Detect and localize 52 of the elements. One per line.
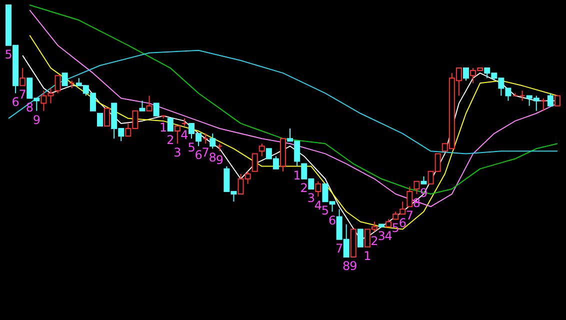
text: 4 xyxy=(384,228,392,243)
text: 3 xyxy=(174,146,182,160)
candlestick xyxy=(315,180,322,198)
candlestick xyxy=(554,95,560,106)
candlestick xyxy=(547,92,554,106)
text: 2 xyxy=(370,234,378,248)
candlestick xyxy=(62,72,68,86)
text: 4 xyxy=(180,128,188,142)
text: 6 xyxy=(194,148,202,162)
candlestick xyxy=(97,112,104,126)
candlestick xyxy=(54,75,61,94)
text: 7 xyxy=(18,88,26,102)
candlestick xyxy=(20,68,26,86)
text: 1 xyxy=(364,248,372,263)
text: 7 xyxy=(202,146,210,160)
text: 9 xyxy=(216,153,224,168)
text: 6 xyxy=(12,95,20,110)
text: 5 xyxy=(4,47,12,62)
candlestick xyxy=(357,228,364,248)
text: 9 xyxy=(350,259,358,274)
candlestick xyxy=(210,133,216,150)
text: 2 xyxy=(166,133,174,148)
text: 7 xyxy=(335,241,344,256)
candlestick xyxy=(252,153,258,172)
candlestick xyxy=(462,68,469,82)
text: 6 xyxy=(328,214,336,228)
text: 5 xyxy=(188,140,196,155)
text: 9 xyxy=(32,112,40,127)
candlestick xyxy=(519,90,526,102)
text: 7 xyxy=(406,208,414,223)
candlestick xyxy=(146,95,152,112)
text: 6 xyxy=(398,216,406,230)
candlestick xyxy=(139,100,146,112)
candlestick xyxy=(153,102,160,116)
candlestick xyxy=(414,180,420,195)
candlestick xyxy=(540,98,546,112)
text: 8 xyxy=(208,150,216,165)
text: 3 xyxy=(307,190,315,205)
text: 2 xyxy=(300,180,308,195)
candlestick xyxy=(202,133,209,144)
text: 1 xyxy=(160,120,168,134)
text: 8 xyxy=(342,259,350,274)
candlestick xyxy=(406,186,413,208)
text: 4 xyxy=(314,198,322,213)
text: 5 xyxy=(321,204,330,218)
candlestick xyxy=(174,125,180,144)
text: 1 xyxy=(293,168,301,182)
candlestick xyxy=(104,108,110,126)
candlestick xyxy=(258,143,265,157)
candlestick xyxy=(167,118,174,132)
text: 3 xyxy=(378,228,386,243)
text: 8 xyxy=(26,100,34,114)
